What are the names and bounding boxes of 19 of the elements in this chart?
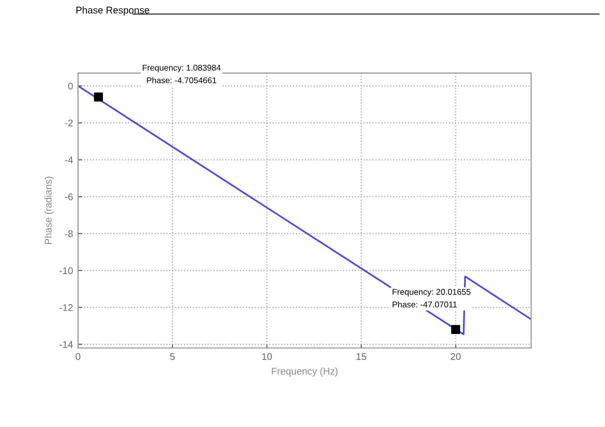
y-axis-title: Phase (radians) [44,176,54,244]
x-axis-title: Frequency (Hz) [272,367,338,377]
y-tick-label: -6 [64,193,73,200]
x-tick-label: 20 [450,353,461,360]
line-series [78,85,532,336]
y-tick-label: -12 [60,304,73,311]
y-tick-label: -10 [60,267,73,274]
y-tick-label: -2 [64,120,73,126]
x-tick-label: 5 [170,353,175,360]
x-tick-label: 10 [262,353,272,360]
annotation: Frequency: 20.01655 Phase: -47.07011 [392,288,470,308]
y-tick-label: -4 [64,156,73,164]
annotation: Frequency: 1.083984 Phase: -4.7054661 [142,64,221,84]
y-tick-label: -14 [60,341,73,348]
x-tick-label: 0 [76,353,80,360]
chart-title: Phase Response [76,6,150,16]
y-tick-label: -8 [64,230,73,238]
y-tick-label: 0 [68,82,73,90]
x-tick-label: 15 [356,353,366,360]
